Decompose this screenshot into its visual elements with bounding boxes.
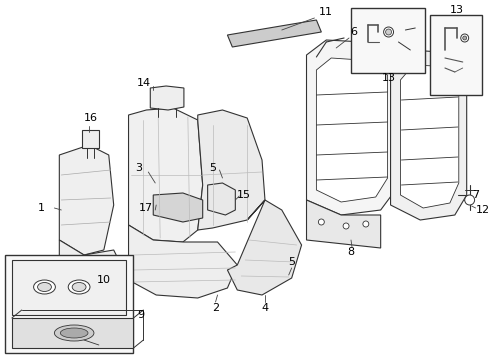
Ellipse shape	[461, 34, 468, 42]
Text: 5: 5	[209, 163, 216, 173]
Text: 1: 1	[38, 203, 45, 213]
Text: 6: 6	[350, 27, 358, 37]
Bar	[12, 260, 125, 315]
Polygon shape	[128, 108, 203, 242]
Ellipse shape	[463, 36, 466, 40]
Polygon shape	[153, 193, 203, 222]
Text: 13: 13	[382, 73, 395, 83]
Text: 13: 13	[450, 5, 464, 15]
Text: 2: 2	[212, 303, 219, 313]
Polygon shape	[59, 145, 114, 255]
Ellipse shape	[60, 328, 88, 338]
Bar	[5, 255, 133, 353]
Polygon shape	[317, 58, 388, 202]
Polygon shape	[391, 50, 466, 220]
Polygon shape	[198, 110, 265, 230]
Polygon shape	[400, 65, 459, 208]
Ellipse shape	[54, 325, 94, 341]
Ellipse shape	[38, 283, 51, 292]
Text: 10: 10	[97, 275, 111, 285]
Polygon shape	[208, 183, 235, 215]
Bar	[430, 15, 482, 95]
Text: 8: 8	[347, 247, 355, 257]
Polygon shape	[128, 225, 237, 298]
Text: 15: 15	[237, 190, 251, 200]
Polygon shape	[150, 86, 184, 110]
Polygon shape	[227, 20, 321, 47]
Text: 7: 7	[472, 190, 479, 200]
Text: 12: 12	[475, 205, 490, 215]
Text: 3: 3	[135, 163, 142, 173]
Ellipse shape	[72, 283, 86, 292]
Polygon shape	[59, 240, 123, 295]
Circle shape	[343, 223, 349, 229]
Text: 5: 5	[288, 257, 295, 267]
Text: 17: 17	[139, 203, 153, 213]
Text: 4: 4	[262, 303, 269, 313]
Ellipse shape	[68, 280, 90, 294]
Text: 9: 9	[137, 310, 144, 320]
Text: 16: 16	[84, 113, 98, 123]
Ellipse shape	[386, 29, 392, 35]
Text: 14: 14	[137, 78, 151, 88]
Polygon shape	[307, 40, 395, 215]
Text: 11: 11	[319, 7, 333, 17]
Polygon shape	[227, 200, 301, 295]
Ellipse shape	[384, 27, 393, 37]
Polygon shape	[82, 130, 99, 148]
Circle shape	[465, 195, 475, 205]
Ellipse shape	[34, 280, 55, 294]
Circle shape	[318, 219, 324, 225]
Polygon shape	[307, 200, 381, 248]
Circle shape	[363, 221, 369, 227]
Bar	[351, 8, 425, 73]
Polygon shape	[12, 318, 133, 348]
